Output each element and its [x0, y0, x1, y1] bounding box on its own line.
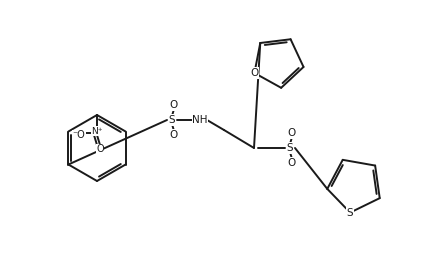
- Text: NH: NH: [192, 115, 208, 125]
- Text: O: O: [250, 68, 259, 78]
- Text: O: O: [96, 144, 104, 154]
- Text: O: O: [288, 128, 296, 138]
- Text: O: O: [170, 100, 178, 110]
- Text: O: O: [288, 158, 296, 168]
- Text: N⁺: N⁺: [91, 126, 103, 135]
- Text: O: O: [170, 130, 178, 140]
- Text: S: S: [169, 115, 176, 125]
- Text: ⁻O: ⁻O: [72, 130, 85, 140]
- Text: S: S: [287, 143, 294, 153]
- Text: S: S: [347, 208, 354, 218]
